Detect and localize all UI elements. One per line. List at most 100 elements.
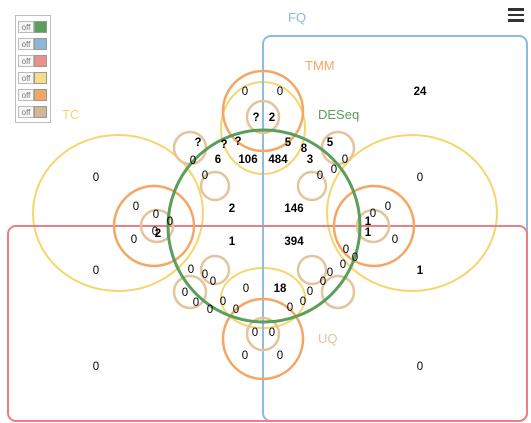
region-count: 0	[153, 209, 159, 221]
hamburger-menu-icon[interactable]	[508, 8, 524, 22]
set-uq-circle-11	[199, 254, 231, 286]
legend-color-swatch	[34, 88, 47, 101]
region-count: 0	[417, 361, 423, 373]
region-count: 106	[238, 154, 257, 166]
set-uq-circle-8	[245, 316, 281, 352]
region-count: 0	[343, 244, 349, 256]
legend-row: off	[18, 69, 50, 86]
region-count: 1	[365, 227, 372, 239]
legend-color-swatch	[34, 71, 47, 84]
set-legend: off off off off off off	[15, 15, 51, 123]
legend-toggle-button[interactable]: off	[18, 20, 34, 33]
region-count: ?	[220, 139, 227, 151]
legend-toggle-button[interactable]: off	[18, 54, 34, 67]
set-tmm-right-circle	[332, 184, 416, 268]
set-uq-circle-10	[296, 170, 328, 202]
region-count: 0	[182, 287, 188, 299]
region-count: 0	[340, 259, 346, 271]
region-count: 24	[414, 86, 427, 98]
region-count: 0	[269, 327, 275, 339]
legend-toggle-button[interactable]: off	[18, 105, 34, 118]
set-labels: FQ TMM DESeq TC UQ	[62, 10, 359, 346]
region-count: 8	[301, 143, 308, 155]
region-count: 6	[215, 154, 221, 166]
region-count: 3	[307, 154, 313, 166]
region-count: 0	[93, 172, 99, 184]
region-count: 0	[190, 155, 196, 167]
legend-row: off	[18, 86, 50, 103]
set-label-tc: TC	[62, 107, 79, 122]
region-count: 0	[242, 86, 248, 98]
region-count: 0	[252, 327, 258, 339]
region-count: 484	[268, 154, 288, 166]
region-count: 0	[202, 170, 208, 182]
region-count: 0	[342, 154, 348, 166]
region-count: 0	[131, 234, 137, 246]
region-count: 0	[417, 172, 423, 184]
set-uq-circle-4	[139, 208, 175, 244]
legend-color-swatch	[34, 54, 47, 67]
legend-color-swatch	[34, 37, 47, 50]
legend-row: off	[18, 52, 50, 69]
legend-color-swatch	[34, 105, 47, 118]
set-uq-circle-12	[296, 254, 328, 286]
legend-toggle-button[interactable]: off	[18, 88, 34, 101]
region-count: 0	[320, 276, 326, 288]
region-count: 0	[233, 304, 239, 316]
legend-row: off	[18, 35, 50, 52]
region-count: 5	[327, 137, 334, 149]
region-count: 0	[300, 296, 306, 308]
set-uq-circle-7	[320, 274, 356, 310]
region-count: 0	[220, 296, 226, 308]
region-count: 0	[307, 286, 313, 298]
region-count: 2	[269, 112, 275, 124]
set-rq-rectangle	[7, 225, 528, 422]
region-count: 2	[229, 203, 235, 215]
region-count: 1	[365, 216, 372, 228]
legend-toggle-button[interactable]: off	[18, 37, 34, 50]
region-count: 1	[417, 265, 424, 277]
region-count: 0	[207, 304, 213, 316]
region-count: 2	[155, 228, 161, 240]
region-count: 5	[285, 137, 292, 149]
region-count: 18	[274, 283, 287, 295]
legend-row: off	[18, 103, 50, 120]
region-count: 0	[152, 226, 158, 238]
set-shapes	[7, 35, 528, 422]
region-count: 394	[284, 236, 304, 248]
region-count: 0	[210, 276, 216, 288]
region-count: 0	[392, 234, 398, 246]
set-tmm-top-circle	[221, 69, 305, 153]
region-count: 0	[327, 267, 333, 279]
region-count: ?	[234, 136, 241, 148]
set-label-deseq: DESeq	[318, 107, 359, 122]
set-tmm-bottom-circle	[221, 297, 305, 381]
region-count: 0	[193, 297, 199, 309]
set-label-tmm: TMM	[305, 58, 335, 73]
set-uq-circle-5	[355, 208, 391, 244]
region-count: 0	[370, 208, 376, 220]
set-label-uq: UQ	[318, 331, 338, 346]
region-count: ?	[252, 112, 259, 124]
region-count: 0	[167, 216, 173, 228]
region-count: 0	[352, 252, 358, 264]
region-count: 0	[277, 86, 283, 98]
region-count: 0	[93, 265, 99, 277]
region-count: 0	[133, 201, 139, 213]
region-count: 0	[385, 201, 391, 213]
region-count: 146	[284, 203, 303, 215]
legend-toggle-button[interactable]: off	[18, 71, 34, 84]
region-count: ?	[194, 137, 201, 149]
legend-color-swatch	[34, 20, 47, 33]
set-tmm-left-circle	[112, 184, 196, 268]
set-deseq-circle	[166, 128, 362, 324]
legend-row: off	[18, 18, 50, 35]
menu-bar	[508, 8, 524, 11]
set-uq-circle-6	[172, 274, 208, 310]
set-tc-right-ellipse	[326, 134, 498, 292]
region-count: 0	[202, 269, 208, 281]
set-tc-left-ellipse	[32, 134, 204, 292]
